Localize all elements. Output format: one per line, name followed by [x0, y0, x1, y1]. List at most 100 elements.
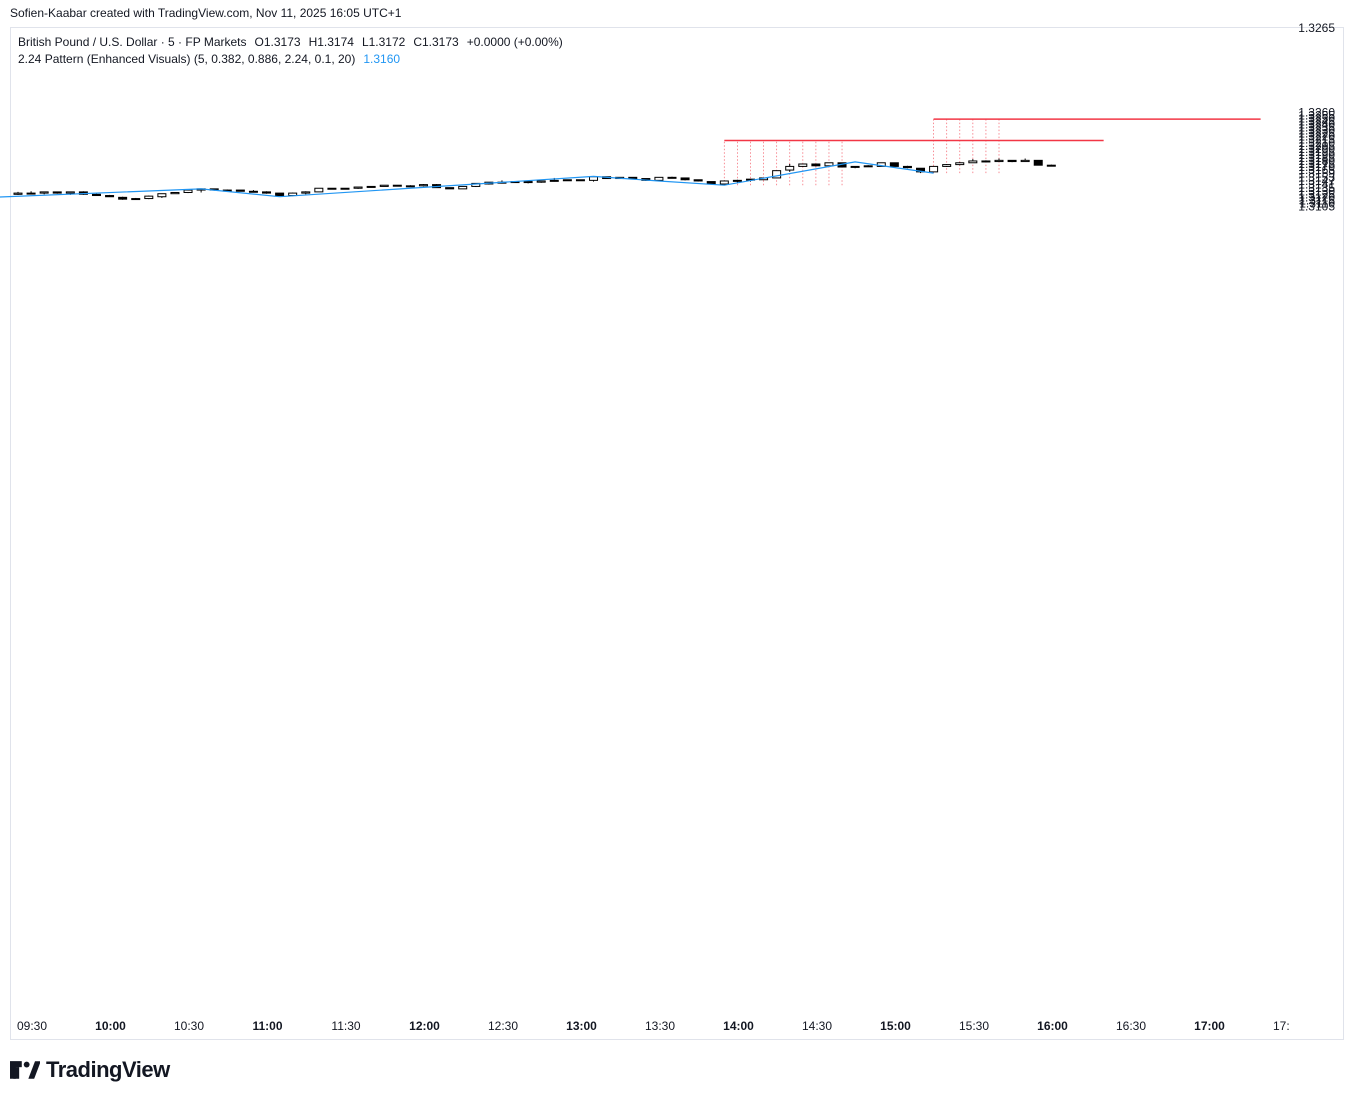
bearish-candle[interactable] — [248, 190, 258, 193]
bullish-candle[interactable] — [1020, 159, 1030, 163]
bearish-candle[interactable] — [445, 187, 455, 190]
y-axis-tick-label: 1.3185 — [1298, 151, 1335, 165]
bearish-candle[interactable] — [392, 184, 402, 187]
bullish-candle[interactable] — [471, 182, 481, 187]
bearish-candle[interactable] — [575, 179, 585, 182]
bullish-candle[interactable] — [785, 165, 795, 171]
bearish-candle[interactable] — [811, 163, 821, 167]
bearish-candle[interactable] — [628, 176, 638, 180]
bullish-candle[interactable] — [719, 180, 729, 185]
bullish-candle[interactable] — [405, 185, 415, 188]
bullish-candle[interactable] — [144, 195, 154, 200]
bullish-candle[interactable] — [13, 192, 23, 195]
x-axis-tick-label: 14:30 — [802, 1019, 832, 1033]
bullish-candle[interactable] — [131, 198, 141, 201]
x-axis-tick-label: 17: — [1273, 1019, 1290, 1033]
x-axis-tick-label: 09:30 — [17, 1019, 47, 1033]
bearish-candle[interactable] — [680, 177, 690, 181]
bullish-candle[interactable] — [418, 184, 428, 187]
bullish-candle[interactable] — [65, 191, 75, 194]
legend-indicator-row[interactable]: 2.24 Pattern (Enhanced Visuals) (5, 0.38… — [18, 51, 563, 68]
bullish-candle[interactable] — [994, 159, 1004, 163]
bearish-candle[interactable] — [889, 162, 899, 167]
tradingview-logo[interactable]: TradingView — [10, 1057, 170, 1083]
bullish-candle[interactable] — [327, 187, 337, 190]
bullish-candle[interactable] — [353, 186, 363, 189]
y-axis-tick-label: 1.3153 — [1298, 170, 1335, 184]
legend-indicator-value: 1.3160 — [363, 52, 401, 66]
bearish-candle[interactable] — [118, 196, 128, 200]
bullish-candle[interactable] — [863, 165, 873, 168]
bearish-candle[interactable] — [275, 192, 285, 197]
bearish-candle[interactable] — [693, 179, 703, 182]
y-axis-tick-label: 1.3170 — [1298, 160, 1335, 174]
bullish-candle[interactable] — [549, 179, 559, 182]
y-axis-tick-label: 1.3205 — [1298, 139, 1335, 153]
y-axis-tick-label: 1.3175 — [1298, 157, 1335, 171]
bullish-candle[interactable] — [536, 180, 546, 183]
bullish-candle[interactable] — [39, 191, 49, 194]
y-axis-tick-label: 1.3230 — [1298, 124, 1335, 138]
bullish-candle[interactable] — [1046, 164, 1056, 167]
bullish-candle[interactable] — [379, 184, 389, 187]
x-axis-tick-label: 14:00 — [723, 1019, 754, 1033]
x-axis-tick-label: 12:30 — [488, 1019, 518, 1033]
bullish-candle[interactable] — [850, 165, 860, 168]
bearish-candle[interactable] — [1007, 159, 1017, 163]
bullish-candle[interactable] — [589, 176, 599, 181]
bullish-candle[interactable] — [183, 189, 193, 193]
bullish-candle[interactable] — [157, 193, 167, 198]
bullish-candle[interactable] — [301, 191, 311, 194]
bullish-candle[interactable] — [798, 163, 808, 167]
bullish-candle[interactable] — [772, 170, 782, 179]
x-axis-tick-label: 12:00 — [409, 1019, 440, 1033]
y-axis-tick-label: 1.3200 — [1298, 142, 1335, 156]
x-axis-tick-label: 13:00 — [566, 1019, 597, 1033]
x-axis-tick-label: 15:00 — [880, 1019, 911, 1033]
bearish-candle[interactable] — [902, 165, 912, 169]
bearish-candle[interactable] — [91, 193, 101, 197]
legend-symbol: British Pound / U.S. Dollar · 5 · FP Mar… — [18, 35, 247, 49]
bullish-candle[interactable] — [968, 160, 978, 164]
legend-symbol-row[interactable]: British Pound / U.S. Dollar · 5 · FP Mar… — [18, 34, 563, 51]
bullish-candle[interactable] — [340, 187, 350, 190]
bullish-candle[interactable] — [929, 165, 939, 173]
chart-frame — [10, 27, 1344, 1040]
y-axis-tick-label: 1.3220 — [1298, 130, 1335, 144]
y-axis-tick-label: 1.3240 — [1298, 118, 1335, 132]
bullish-candle[interactable] — [458, 185, 468, 190]
bearish-candle[interactable] — [262, 191, 272, 194]
x-axis-tick-label: 17:00 — [1194, 1019, 1225, 1033]
bearish-candle[interactable] — [52, 191, 62, 194]
bearish-candle[interactable] — [667, 176, 677, 179]
x-axis-tick-label: 10:30 — [174, 1019, 204, 1033]
bearish-candle[interactable] — [235, 189, 245, 192]
bullish-candle[interactable] — [955, 162, 965, 166]
bearish-candle[interactable] — [916, 167, 926, 173]
bullish-candle[interactable] — [942, 164, 952, 167]
bullish-candle[interactable] — [314, 187, 324, 193]
y-axis-tick-label: 1.3147 — [1298, 174, 1335, 188]
y-axis-tick-label: 1.3110 — [1299, 196, 1335, 210]
bullish-candle[interactable] — [732, 179, 742, 182]
bullish-candle[interactable] — [824, 162, 834, 167]
x-axis-tick-label: 11:00 — [252, 1019, 282, 1033]
bearish-candle[interactable] — [523, 181, 533, 184]
bullish-candle[interactable] — [366, 185, 376, 188]
bullish-candle[interactable] — [26, 192, 36, 195]
bearish-candle[interactable] — [1033, 159, 1043, 166]
y-axis-tick-label: 1.3235 — [1298, 121, 1335, 135]
bearish-candle[interactable] — [105, 195, 115, 198]
y-axis-tick-label: 1.3210 — [1298, 136, 1335, 150]
bullish-candle[interactable] — [654, 176, 664, 181]
y-axis-tick-label: 1.3165 — [1298, 163, 1335, 177]
zigzag-line[interactable] — [0, 161, 934, 198]
legend-open: O1.3173 — [254, 35, 301, 49]
legend-indicator: 2.24 Pattern (Enhanced Visuals) (5, 0.38… — [18, 52, 356, 66]
bullish-candle[interactable] — [981, 160, 991, 163]
y-axis-tick-label: 1.3130 — [1298, 184, 1335, 198]
bullish-candle[interactable] — [170, 191, 180, 195]
x-axis-tick-label: 16:30 — [1116, 1019, 1146, 1033]
bullish-candle[interactable] — [562, 179, 572, 182]
